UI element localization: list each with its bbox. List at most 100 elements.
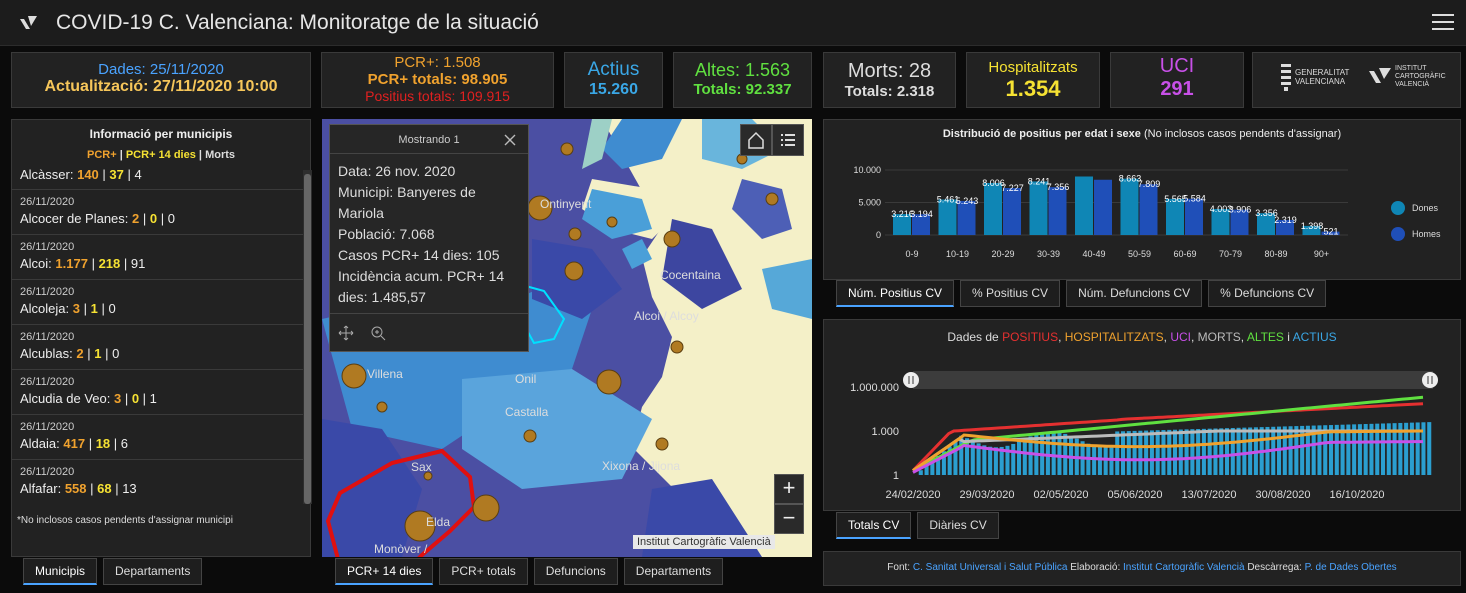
tab-diaries-cv[interactable]: Diàries CV [917, 512, 999, 539]
pan-icon[interactable] [338, 325, 354, 341]
tab-num-defuncions[interactable]: Núm. Defuncions CV [1066, 280, 1203, 307]
pcr14-value: 218 [98, 256, 121, 271]
municipi-name: Alcàsser: [20, 167, 74, 181]
actius-bar [1109, 446, 1114, 475]
actius-bar [965, 438, 970, 475]
pcr14-value: 1 [90, 301, 98, 316]
x-tick-label: 30/08/2020 [1255, 489, 1310, 501]
list-item[interactable]: Alcàsser: 140 | 37 | 4 [20, 167, 142, 181]
actius-bar [988, 446, 993, 475]
uci-label: UCI [1159, 55, 1195, 77]
age-chart-tabs: Núm. Positius CV % Positius CV Núm. Defu… [836, 280, 1327, 307]
popup-body: Data: 26 nov. 2020 Municipi: Banyeres de… [330, 154, 528, 315]
tab-pcr14[interactable]: PCR+ 14 dies [335, 558, 434, 585]
data-label: 2.319 [1274, 215, 1297, 225]
pcr-value: 2 [132, 211, 140, 226]
actius-bar [1323, 425, 1328, 475]
elaboracio-link[interactable]: Institut Cartogràfic Valencià [1123, 562, 1245, 573]
morts-totals: Totals: 2.318 [844, 83, 935, 100]
actius-bar [1340, 424, 1345, 475]
legend-label: Homes [1412, 229, 1441, 239]
y-tick-label: 5.000 [858, 198, 881, 208]
zoom-out-button[interactable]: − [774, 504, 804, 534]
list-item[interactable]: 26/11/2020 Alcublas: 2 | 1 | 0 [11, 324, 303, 369]
altes-totals: Totals: 92.337 [693, 81, 792, 98]
bar-dones [1211, 208, 1230, 235]
municipi-date: 26/11/2020 [20, 376, 75, 388]
pcr-value: 558 [64, 481, 87, 496]
tab-pct-defuncions[interactable]: % Defuncions CV [1208, 280, 1327, 307]
actius-panel: Actius 15.260 [564, 52, 663, 108]
series-line [912, 429, 1423, 472]
tab-defuncions[interactable]: Defuncions [533, 558, 618, 585]
actius-bar [999, 446, 1004, 475]
popup-line: Casos PCR+ 14 dies: 105 [338, 247, 500, 263]
municipi-name: Alcublas: [20, 346, 73, 361]
tab-departaments-map[interactable]: Departaments [623, 558, 724, 585]
municipi-line: Alcocer de Planes: 2 | 0 | 0 [20, 211, 175, 226]
actius-bar [1155, 430, 1160, 475]
list-item[interactable]: 26/11/2020 Aldaia: 417 | 18 | 6 [11, 414, 303, 459]
timeline-chart[interactable]: 1 1.000 1.000.000 24/02/2020 29/03/2020 02/05… [823, 365, 1461, 505]
range-slider-track [913, 371, 1433, 389]
actius-bar [1369, 423, 1374, 475]
actius-bar [1352, 424, 1357, 475]
legend-pcr14: PCR+ 14 dies [125, 149, 196, 161]
actius-label: Actius [587, 59, 640, 80]
actius-bar [1057, 432, 1062, 475]
close-icon[interactable] [502, 132, 518, 148]
actius-bar [1167, 429, 1172, 475]
source-link[interactable]: C. Sanitat Universal i Salut Pública [912, 562, 1068, 573]
timeline-tabs: Totals CV Diàries CV [836, 512, 999, 539]
morts-value: 0 [167, 211, 175, 226]
list-item[interactable]: 26/11/2020 Alcocer de Planes: 2 | 0 | 0 [11, 189, 303, 234]
x-tick-label: 70-79 [1219, 249, 1242, 259]
legend-list-button[interactable] [772, 124, 804, 156]
descarrega-link[interactable]: P. de Dades Obertes [1304, 562, 1397, 573]
x-tick-label: 05/06/2020 [1107, 489, 1162, 501]
list-item[interactable]: 26/11/2020 Alcoleja: 3 | 1 | 0 [11, 279, 303, 324]
range-slider-handle[interactable] [1422, 372, 1438, 388]
home-button[interactable] [740, 124, 772, 156]
place-label: Xixona / Jijona [602, 459, 681, 473]
pcr14-value: 0 [131, 391, 140, 406]
actius-bar [993, 447, 998, 475]
municipi-date: 26/11/2020 [20, 466, 75, 478]
legend-label: Dones [1412, 203, 1439, 213]
actius-bar [936, 455, 941, 475]
municipi-line: Aldaia: 417 | 18 | 6 [20, 436, 128, 451]
y-tick-label: 1.000.000 [850, 382, 899, 394]
scrollbar[interactable] [303, 170, 312, 504]
legend-swatch [1391, 227, 1405, 241]
zoom-to-icon[interactable] [370, 325, 386, 341]
range-slider-handle[interactable] [903, 372, 919, 388]
zoom-in-button[interactable]: + [774, 474, 804, 504]
actius-bar [1305, 425, 1310, 475]
tab-pcr-totals[interactable]: PCR+ totals [439, 558, 528, 585]
municipi-date: 26/11/2020 [20, 241, 75, 253]
bar-homes [957, 200, 976, 235]
tab-municipis[interactable]: Municipis [23, 558, 98, 585]
tab-pct-positius[interactable]: % Positius CV [960, 280, 1061, 307]
tab-num-positius[interactable]: Núm. Positius CV [836, 280, 955, 307]
municipis-legend: PCR+ | PCR+ 14 dies | Morts [11, 149, 311, 161]
bar-dones [1120, 178, 1139, 235]
data-label: 5.565 [1164, 194, 1187, 204]
list-item[interactable]: 26/11/2020 Alfafar: 558 | 68 | 13 [11, 459, 303, 504]
bar-dones [893, 214, 911, 235]
tab-departaments[interactable]: Departaments [103, 558, 203, 585]
morts-value: 6 [120, 436, 128, 451]
page-title: COVID-19 C. Valenciana: Monitoratge de l… [56, 11, 539, 34]
actius-bar [1409, 422, 1414, 475]
list-item[interactable]: 26/11/2020 Alcudia de Veo: 3 | 0 | 1 [11, 369, 303, 414]
actius-bar [1242, 427, 1247, 475]
list-item[interactable]: 26/11/2020 Alcoi: 1.177 | 218 | 91 [11, 234, 303, 279]
tab-totals-cv[interactable]: Totals CV [836, 512, 912, 539]
uci-value: 291 [1160, 78, 1194, 100]
title-sep: , [1163, 330, 1171, 344]
actius-bar [1346, 424, 1351, 475]
menu-icon[interactable] [1432, 14, 1454, 32]
municipis-list[interactable]: 26/11/2020 Alcocer de Planes: 2 | 0 | 0 26… [11, 189, 303, 504]
x-tick-label: 20-29 [991, 249, 1014, 259]
gva-logo-text: GENERALITAT VALENCIANA [1295, 68, 1350, 86]
